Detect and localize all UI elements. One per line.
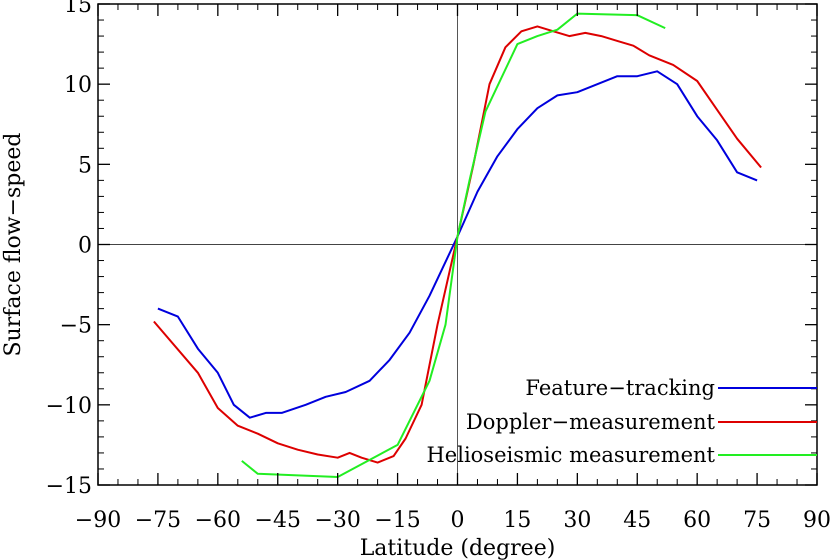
series-line-3 [241, 12, 666, 478]
x-tick-label: −90 [75, 508, 121, 533]
x-tick-label: 45 [623, 508, 651, 533]
legend: Feature−tracking Doppler−measurement Helio… [426, 376, 817, 467]
zero-lines [98, 4, 817, 485]
y-tick-label: −10 [46, 394, 92, 419]
x-tick-label: −75 [135, 508, 181, 533]
x-tick-label: 60 [683, 508, 711, 533]
series-layer [153, 12, 762, 478]
legend-label-3: Helioseismic measurement [426, 443, 715, 467]
x-tick-label: −30 [314, 508, 360, 533]
y-tick-label: −15 [46, 474, 92, 499]
y-tick-label: 10 [64, 73, 92, 98]
x-tick-label: 75 [743, 508, 771, 533]
x-tick-label: 15 [503, 508, 531, 533]
x-tick-label: −45 [255, 508, 301, 533]
x-tick-label: −60 [195, 508, 241, 533]
y-tick-label: 5 [78, 153, 92, 178]
y-tick-label: −5 [60, 314, 92, 339]
x-axis-label: Latitude (degree) [360, 536, 556, 560]
y-tick-label: 15 [64, 0, 92, 18]
y-axis-label: Surface flow−speed [1, 132, 26, 356]
legend-label-2: Doppler−measurement [466, 410, 716, 434]
x-tick-label: 0 [451, 508, 465, 533]
x-tick-label: −15 [374, 508, 420, 533]
x-tick-label: 90 [803, 508, 831, 533]
x-tick-label: 30 [563, 508, 591, 533]
legend-label-1: Feature−tracking [525, 376, 715, 400]
ticks-layer [97, 3, 818, 486]
y-tick-label: 0 [78, 234, 92, 259]
tick-labels: −90 −75 −60 −45 −30 −15 0 15 30 45 60 75 90 −15 −10 −5 0… [46, 0, 831, 533]
